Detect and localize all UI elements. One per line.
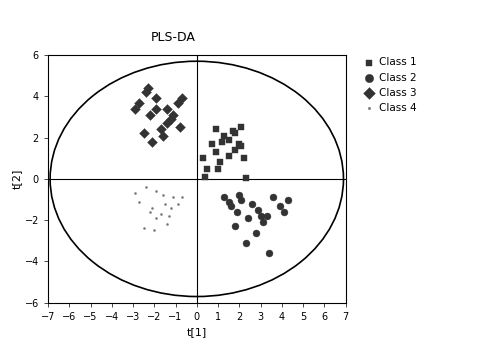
Class 2 — [276, 203, 284, 208]
Class 2 — [227, 203, 235, 208]
Class 4 — [178, 195, 186, 200]
Class 1 — [225, 137, 232, 142]
Class 1 — [212, 127, 220, 132]
Class 3 — [163, 106, 171, 111]
Class 1 — [225, 153, 232, 159]
Class 1 — [212, 149, 220, 155]
Class 3 — [140, 131, 147, 136]
Class 3 — [142, 89, 150, 95]
Class 2 — [259, 219, 266, 225]
Class 4 — [159, 193, 167, 198]
Class 4 — [132, 191, 139, 196]
Class 4 — [168, 205, 175, 211]
Class 3 — [169, 112, 177, 118]
Class 4 — [169, 195, 177, 200]
Class 2 — [280, 209, 288, 215]
Class 4 — [165, 213, 173, 219]
Class 4 — [153, 189, 160, 194]
Legend: Class 1, Class 2, Class 3, Class 4: Class 1, Class 2, Class 3, Class 4 — [363, 55, 419, 115]
Class 3 — [153, 96, 160, 101]
Class 2 — [263, 213, 271, 219]
Class 3 — [174, 100, 181, 105]
Class 2 — [284, 197, 292, 202]
Class 1 — [221, 133, 228, 138]
Class 1 — [214, 166, 222, 171]
Class 3 — [135, 100, 143, 105]
Class 4 — [163, 222, 171, 227]
Class 3 — [168, 116, 175, 122]
Class 1 — [238, 143, 245, 149]
Class 1 — [218, 139, 226, 144]
Class 1 — [231, 147, 239, 153]
Class 2 — [236, 193, 243, 198]
Class 2 — [231, 224, 239, 229]
Class 1 — [199, 155, 207, 161]
Class 1 — [231, 131, 239, 136]
Class 3 — [176, 125, 184, 130]
Class 4 — [153, 215, 160, 221]
Class 3 — [163, 120, 171, 126]
Class 4 — [146, 209, 154, 215]
Class 2 — [252, 230, 260, 235]
Class 3 — [148, 139, 156, 144]
Class 3 — [146, 112, 154, 118]
Class 4 — [142, 184, 150, 190]
Class 3 — [153, 106, 160, 111]
Class 3 — [178, 96, 186, 101]
Class 2 — [238, 197, 245, 202]
Class 2 — [254, 207, 262, 213]
Class 3 — [144, 85, 152, 91]
Class 2 — [265, 250, 273, 256]
Class 1 — [240, 155, 247, 161]
Class 2 — [248, 201, 256, 206]
Class 2 — [257, 213, 264, 219]
X-axis label: t[1]: t[1] — [187, 327, 207, 337]
Class 4 — [140, 226, 147, 231]
Class 1 — [202, 174, 209, 180]
Class 3 — [159, 133, 167, 138]
Class 1 — [236, 141, 243, 147]
Class 3 — [132, 106, 139, 111]
Y-axis label: t[2]: t[2] — [12, 169, 22, 189]
Class 1 — [216, 160, 224, 165]
Text: PLS-DA: PLS-DA — [150, 31, 195, 44]
Class 1 — [208, 141, 216, 147]
Class 4 — [148, 205, 156, 211]
Class 1 — [238, 125, 245, 130]
Class 1 — [242, 175, 250, 181]
Class 4 — [161, 201, 169, 206]
Class 1 — [204, 166, 211, 171]
Class 3 — [157, 127, 165, 132]
Class 2 — [225, 199, 232, 204]
Class 2 — [242, 240, 250, 246]
Class 2 — [221, 195, 228, 200]
Class 2 — [244, 215, 252, 221]
Class 4 — [135, 199, 143, 204]
Class 2 — [233, 209, 241, 215]
Class 2 — [269, 195, 277, 200]
Class 1 — [229, 129, 237, 134]
Class 4 — [157, 211, 165, 217]
Class 4 — [150, 228, 158, 233]
Class 4 — [174, 201, 181, 206]
